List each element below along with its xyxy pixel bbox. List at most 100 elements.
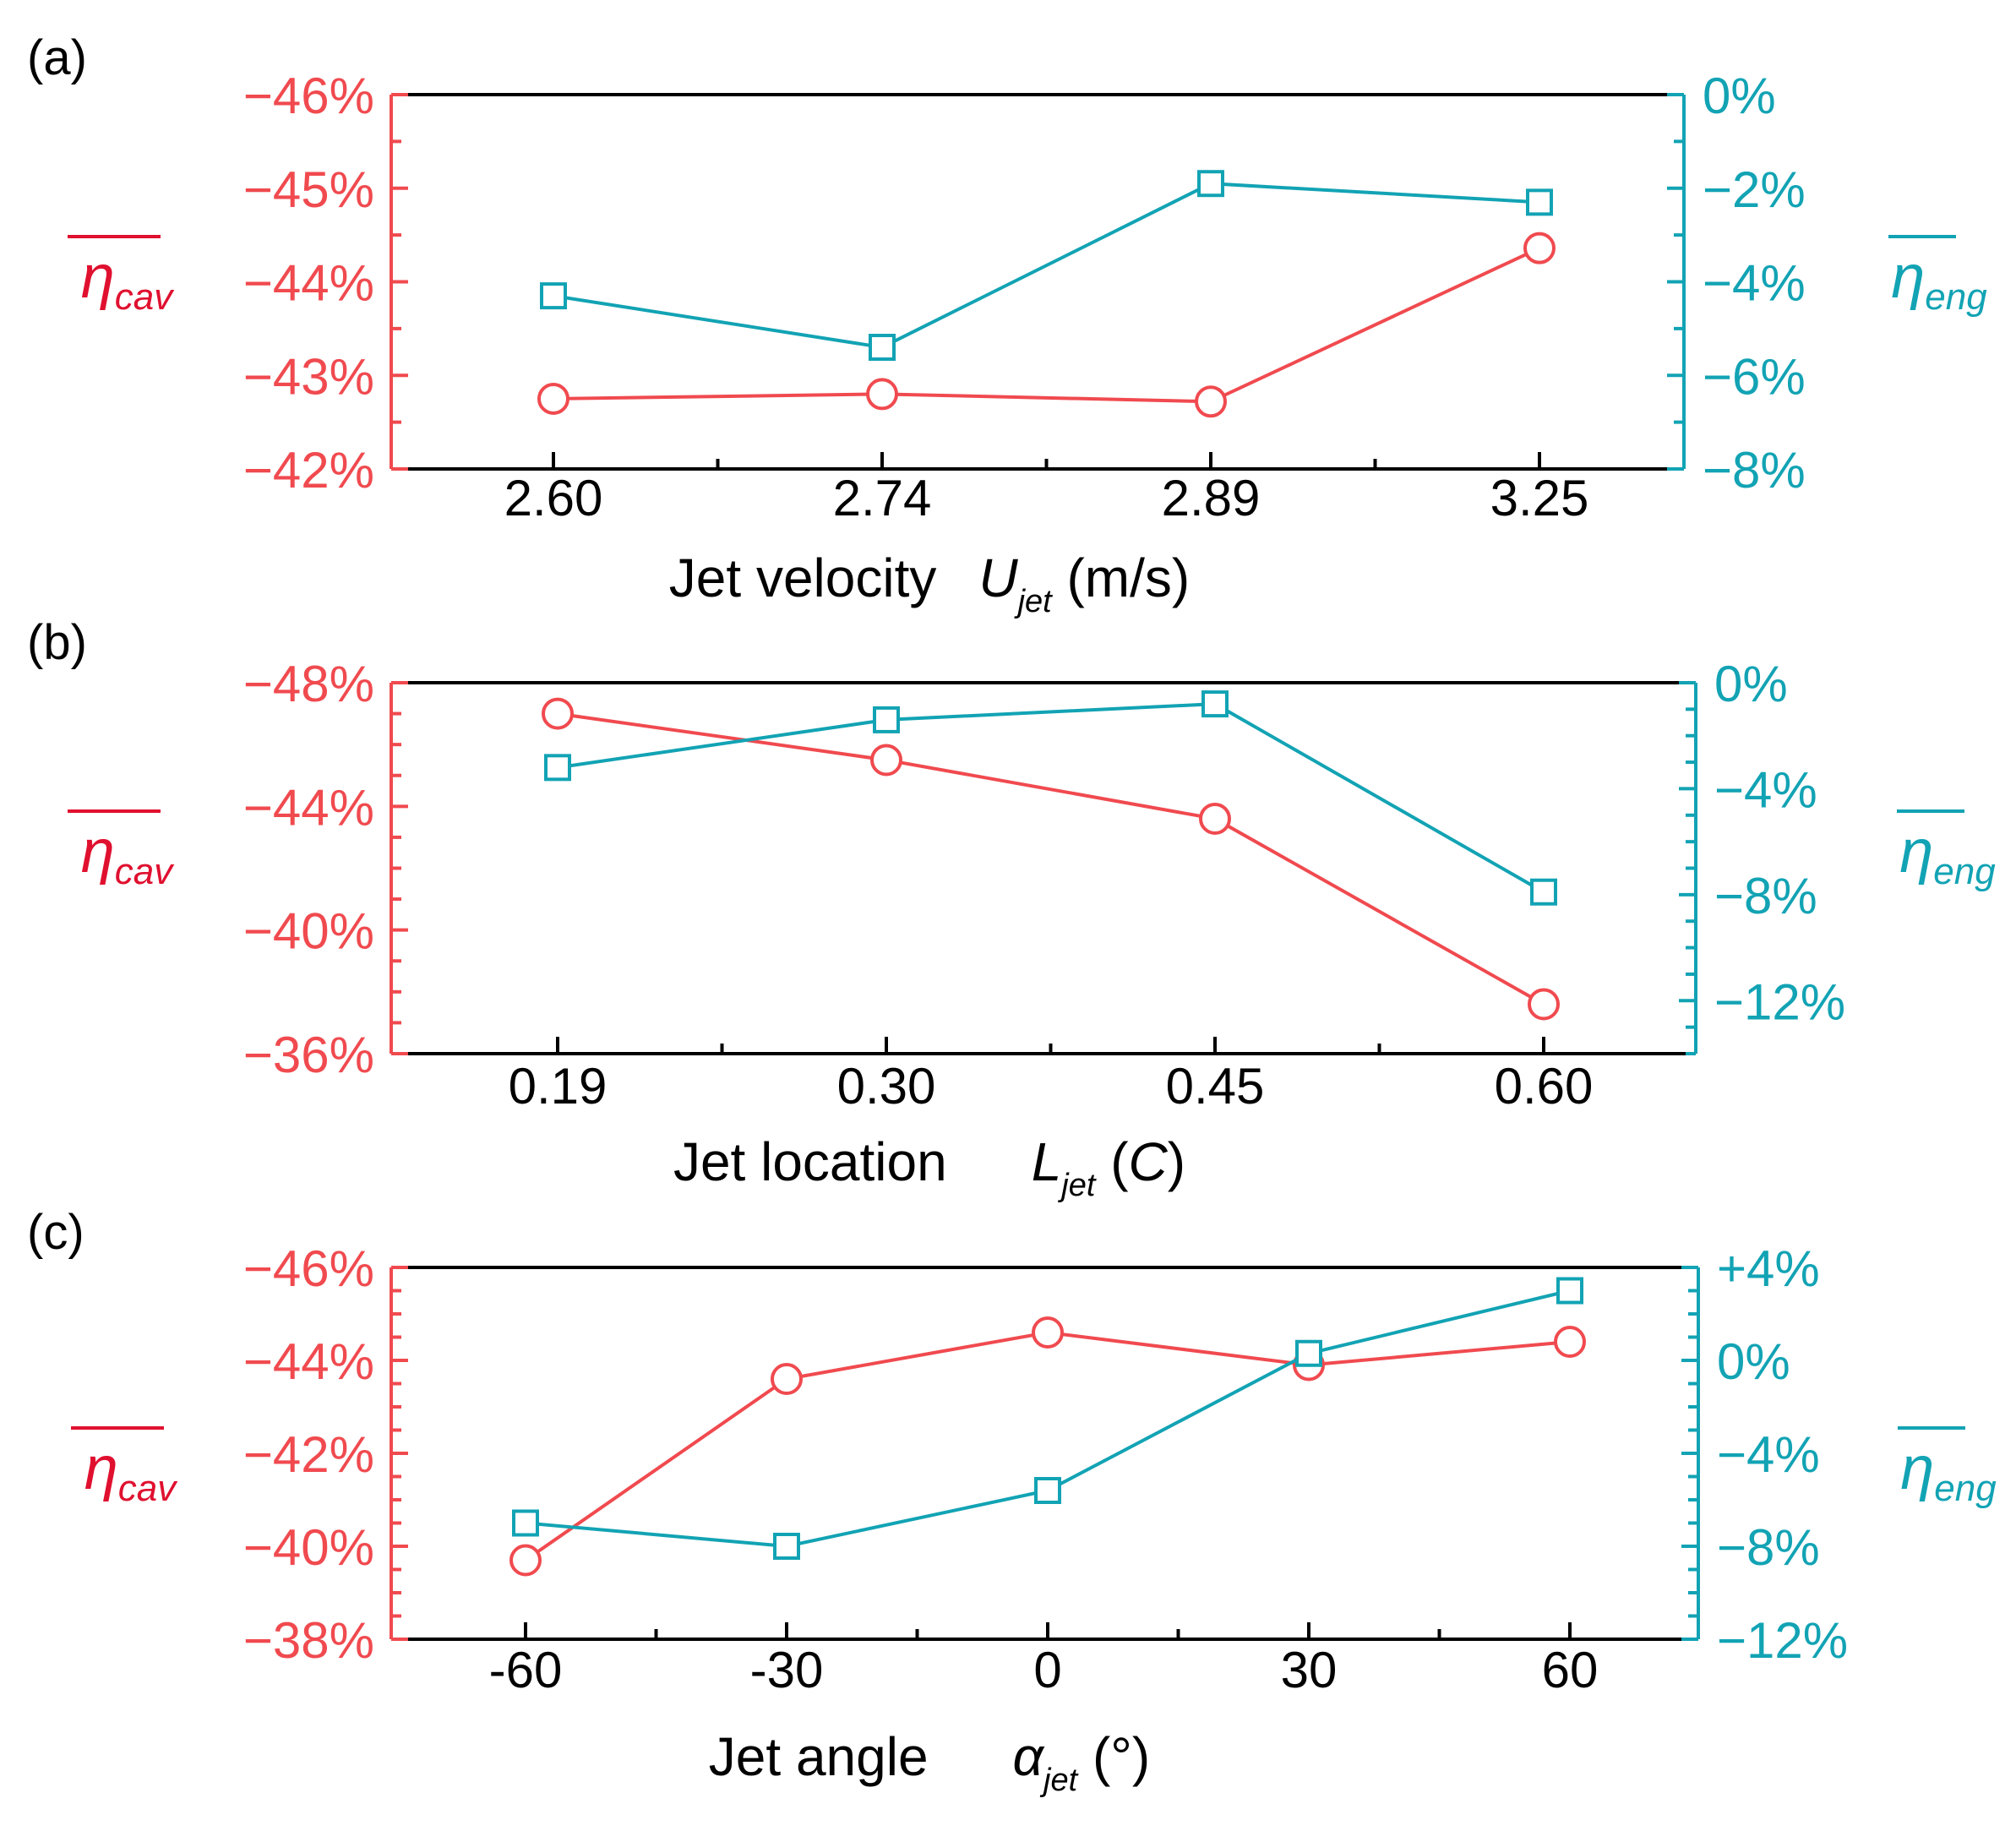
cav-data-point — [1195, 385, 1227, 418]
eng-series-line — [557, 702, 1545, 894]
panel-label: (a) — [27, 30, 87, 85]
cav-data-point — [1523, 232, 1556, 264]
left-axis-symbol-sub: cav — [118, 1468, 178, 1509]
left-axis-symbol-sub: cav — [115, 851, 175, 892]
x-axis-label-paren: ) — [1168, 1131, 1185, 1192]
eng-data-point — [1526, 188, 1553, 216]
panel-c: (c) −46% −44% −42% −40% −38% +4% 0% −4% −8% −12% -6… — [27, 1205, 1997, 1798]
x-axis-label-unit: (m/s) — [1052, 548, 1191, 608]
eng-data-point — [1201, 690, 1229, 718]
panel-label: (b) — [27, 615, 87, 670]
eng-data-point — [869, 334, 896, 362]
eng-data-point — [1556, 1277, 1583, 1305]
x-tick-label: -30 — [750, 1642, 824, 1698]
left-axis-symbol: ηcav — [81, 818, 175, 892]
panel-label: (c) — [27, 1205, 84, 1260]
x-tick-label: 0.19 — [509, 1058, 608, 1114]
cav-data-point — [537, 382, 569, 415]
cav-data-point — [1554, 1326, 1586, 1358]
right-tick-label: 0% — [1717, 1333, 1790, 1390]
left-tick-label: −44% — [243, 1333, 374, 1390]
x-axis-label-text: Jet angle — [709, 1726, 929, 1787]
left-tick-label: −38% — [243, 1612, 374, 1669]
eng-data-point — [544, 754, 571, 782]
x-axis-label: Jet velocity Ujet (m/s) — [669, 548, 1190, 619]
right-tick-label: −12% — [1714, 973, 1845, 1030]
left-tick-label: −42% — [243, 1426, 374, 1483]
x-axis-label: Jet location Ljet (C) — [673, 1131, 1185, 1203]
eng-data-point — [1034, 1477, 1061, 1504]
cav-data-point — [1199, 802, 1231, 835]
right-tick-label: −8% — [1714, 868, 1817, 924]
cav-data-point — [542, 697, 574, 730]
x-axis-label-var: U — [978, 548, 1018, 608]
right-tick-label: 0% — [1714, 656, 1788, 712]
eng-data-point — [873, 706, 900, 733]
eng-data-point — [512, 1509, 539, 1537]
left-tick-label: −36% — [243, 1027, 374, 1083]
cav-data-point — [1032, 1316, 1064, 1349]
x-tick-label: 3.25 — [1490, 470, 1589, 526]
right-tick-label: +4% — [1717, 1240, 1820, 1297]
right-axis-symbol-eta: η — [1899, 818, 1933, 886]
left-axis-symbol-sub: cav — [115, 276, 175, 318]
x-axis-label-var: L — [1032, 1131, 1062, 1192]
eng-data-point — [1530, 878, 1557, 906]
right-tick-label: −4% — [1717, 1426, 1820, 1483]
right-tick-label: −4% — [1714, 761, 1817, 818]
left-tick-label: −42% — [243, 442, 374, 499]
right-tick-label: −2% — [1703, 161, 1806, 218]
x-tick-label: 0.60 — [1495, 1058, 1594, 1114]
x-tick-label: 2.74 — [833, 470, 932, 526]
cav-series-line — [553, 246, 1540, 404]
x-tick-label: 0 — [1033, 1642, 1061, 1698]
left-axis-symbol-eta: η — [81, 818, 115, 886]
cav-data-point — [1528, 988, 1560, 1021]
cav-series-line — [557, 711, 1545, 1006]
cav-data-point — [870, 744, 902, 777]
x-tick-label: 60 — [1542, 1642, 1599, 1698]
eng-data-point — [1295, 1339, 1322, 1367]
x-tick-label: -60 — [489, 1642, 563, 1698]
right-axis-symbol: ηeng — [1891, 243, 1987, 318]
left-axis-symbol-eta: η — [84, 1435, 118, 1502]
left-tick-label: −44% — [243, 255, 374, 312]
x-axis-label-var: α — [1013, 1726, 1045, 1787]
left-axis-symbol: ηcav — [81, 243, 175, 318]
cav-data-point — [866, 378, 898, 411]
eng-series-line — [553, 182, 1540, 350]
eng-data-point — [1197, 170, 1224, 198]
right-tick-label: 0% — [1703, 68, 1776, 124]
panel-a: (a) −46% −45% −44% −43% −42% 0% −2% −4% −6% −8% 2.6… — [27, 30, 1987, 619]
x-tick-label: 2.89 — [1162, 470, 1261, 526]
x-axis-label-paren: ( — [1095, 1131, 1128, 1192]
left-tick-label: −40% — [243, 903, 374, 960]
eng-data-point — [773, 1533, 800, 1560]
x-axis-label-sub: jet — [1014, 584, 1054, 619]
x-axis-label-sub: jet — [1057, 1168, 1097, 1203]
x-axis-label-text: Jet location — [673, 1131, 947, 1192]
right-axis-symbol-sub: eng — [1925, 276, 1987, 318]
right-tick-label: −8% — [1703, 442, 1806, 499]
right-axis-symbol-eta: η — [1900, 1435, 1934, 1502]
cav-data-point — [771, 1363, 803, 1395]
right-tick-label: −6% — [1703, 348, 1806, 405]
x-tick-label: 2.60 — [504, 470, 603, 526]
panel-b: (b) −48% −44% −40% −36% 0% −4% −8% −12% 0.19 0.30 0… — [27, 615, 1996, 1203]
right-axis-symbol-sub: eng — [1934, 1468, 1997, 1509]
left-tick-label: −43% — [243, 348, 374, 405]
left-tick-label: −44% — [243, 779, 374, 836]
x-tick-label: 0.30 — [837, 1058, 936, 1114]
right-axis-symbol-sub: eng — [1933, 851, 1996, 892]
cav-series-line — [524, 1330, 1571, 1562]
x-axis-label-text: Jet velocity — [669, 548, 937, 608]
left-axis-symbol-eta: η — [81, 243, 115, 311]
left-axis-symbol: ηcav — [84, 1435, 178, 1509]
left-tick-label: −46% — [243, 68, 374, 124]
left-tick-label: −40% — [243, 1519, 374, 1576]
eng-data-point — [540, 282, 567, 310]
x-axis-label-unit: (°) — [1077, 1726, 1150, 1787]
right-axis-symbol: ηeng — [1899, 818, 1996, 892]
